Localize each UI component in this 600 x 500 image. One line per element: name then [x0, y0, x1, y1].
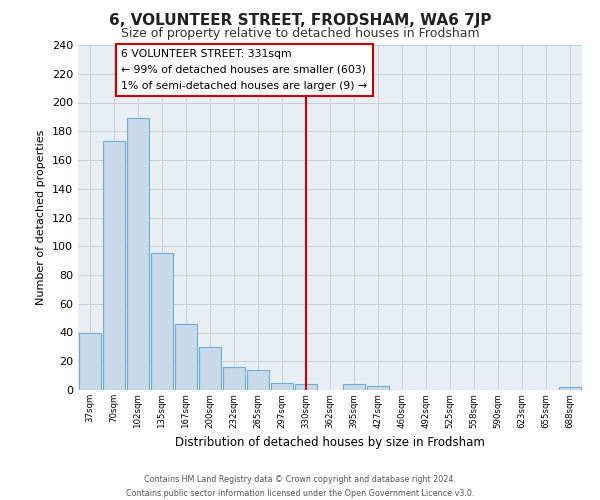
Y-axis label: Number of detached properties: Number of detached properties [37, 130, 46, 305]
Bar [343, 384, 365, 390]
Bar [127, 118, 149, 390]
Bar [559, 387, 581, 390]
Text: 6, VOLUNTEER STREET, FRODSHAM, WA6 7JP: 6, VOLUNTEER STREET, FRODSHAM, WA6 7JP [109, 12, 491, 28]
Text: Contains HM Land Registry data © Crown copyright and database right 2024.
Contai: Contains HM Land Registry data © Crown c… [126, 476, 474, 498]
Bar [199, 347, 221, 390]
Bar [175, 324, 197, 390]
Bar [367, 386, 389, 390]
X-axis label: Distribution of detached houses by size in Frodsham: Distribution of detached houses by size … [175, 436, 485, 449]
Bar [247, 370, 269, 390]
Bar [79, 332, 101, 390]
Text: 6 VOLUNTEER STREET: 331sqm
← 99% of detached houses are smaller (603)
1% of semi: 6 VOLUNTEER STREET: 331sqm ← 99% of deta… [121, 50, 367, 90]
Text: Size of property relative to detached houses in Frodsham: Size of property relative to detached ho… [121, 28, 479, 40]
Bar [271, 383, 293, 390]
Bar [103, 142, 125, 390]
Bar [151, 254, 173, 390]
Bar [223, 367, 245, 390]
Bar [295, 384, 317, 390]
